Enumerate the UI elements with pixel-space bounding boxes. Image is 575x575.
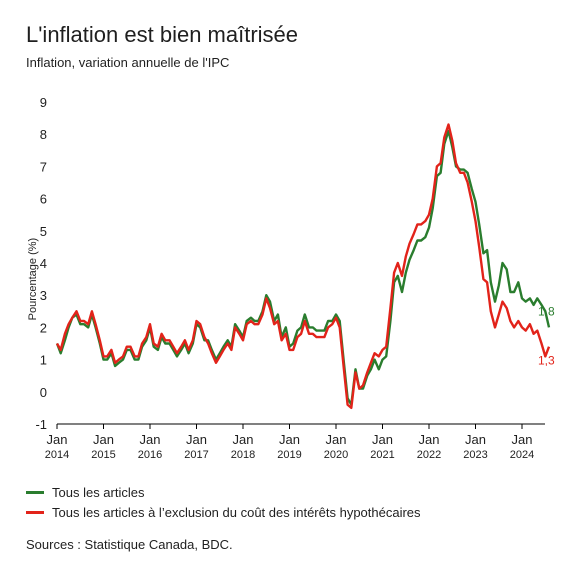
end-label-red: 1,3 <box>538 354 555 368</box>
x-tick-year-label: 2018 <box>231 449 255 461</box>
legend-swatch-green <box>26 490 44 494</box>
end-label-green: 1,8 <box>538 304 555 318</box>
x-tick-year-label: 2019 <box>277 449 301 461</box>
line-chart: -1 0 1 2 3 4 5 6 7 8 9 Pourcentage (%) Jan 2014 Jan 201… <box>27 95 555 461</box>
x-tick-label: Jan <box>233 432 254 447</box>
x-tick-label: Jan <box>326 432 347 447</box>
x-tick-year-label: 2021 <box>370 449 394 461</box>
x-tick-year-label: 2017 <box>184 449 208 461</box>
x-tick-label: Jan <box>47 432 68 447</box>
y-tick-label: 8 <box>40 127 47 142</box>
x-tick-label: Jan <box>419 432 440 447</box>
y-tick-label: 2 <box>40 320 47 335</box>
x-tick-label: Jan <box>465 432 486 447</box>
y-tick-label: 4 <box>40 256 47 271</box>
x-tick-year-label: 2024 <box>510 449 534 461</box>
x-tick-year-label: 2016 <box>138 449 162 461</box>
chart-subtitle: Inflation, variation annuelle de l'IPC <box>26 55 230 70</box>
series-line-tous-les-articles <box>55 129 551 406</box>
x-tick-year-label: 2020 <box>324 449 348 461</box>
y-tick-label: 6 <box>40 192 47 207</box>
x-tick-label: Jan <box>279 432 300 447</box>
y-tick-label: -1 <box>35 417 47 432</box>
legend-item-green: Tous les articles <box>26 482 421 502</box>
x-tick-label: Jan <box>93 432 114 447</box>
y-tick-label: 5 <box>40 224 47 239</box>
source-note: Sources : Statistique Canada, BDC. <box>26 537 233 552</box>
x-tick-year-label: 2015 <box>91 449 115 461</box>
legend: Tous les articles Tous les articles à l’… <box>26 482 421 522</box>
y-tick-label: 0 <box>40 385 47 400</box>
y-tick-label: 7 <box>40 159 47 174</box>
y-tick-label: 1 <box>40 353 47 368</box>
x-tick-label: Jan <box>140 432 161 447</box>
x-tick-label: Jan <box>186 432 207 447</box>
y-tick-label: 9 <box>40 95 47 110</box>
legend-label-red: Tous les articles à l’exclusion du coût … <box>52 504 421 520</box>
legend-swatch-red <box>26 510 44 514</box>
x-tick-year-label: 2023 <box>463 449 487 461</box>
y-tick-label: 3 <box>40 288 47 303</box>
y-axis-title: Pourcentage (%) <box>27 238 39 321</box>
legend-label-green: Tous les articles <box>52 484 145 500</box>
x-tick-year-label: 2014 <box>45 449 69 461</box>
x-tick-label: Jan <box>512 432 533 447</box>
chart-title: L'inflation est bien maîtrisée <box>26 22 299 47</box>
legend-item-red: Tous les articles à l’exclusion du coût … <box>26 502 421 522</box>
x-tick-year-label: 2022 <box>417 449 441 461</box>
x-tick-label: Jan <box>372 432 393 447</box>
series-line-excl-interets <box>55 123 551 410</box>
